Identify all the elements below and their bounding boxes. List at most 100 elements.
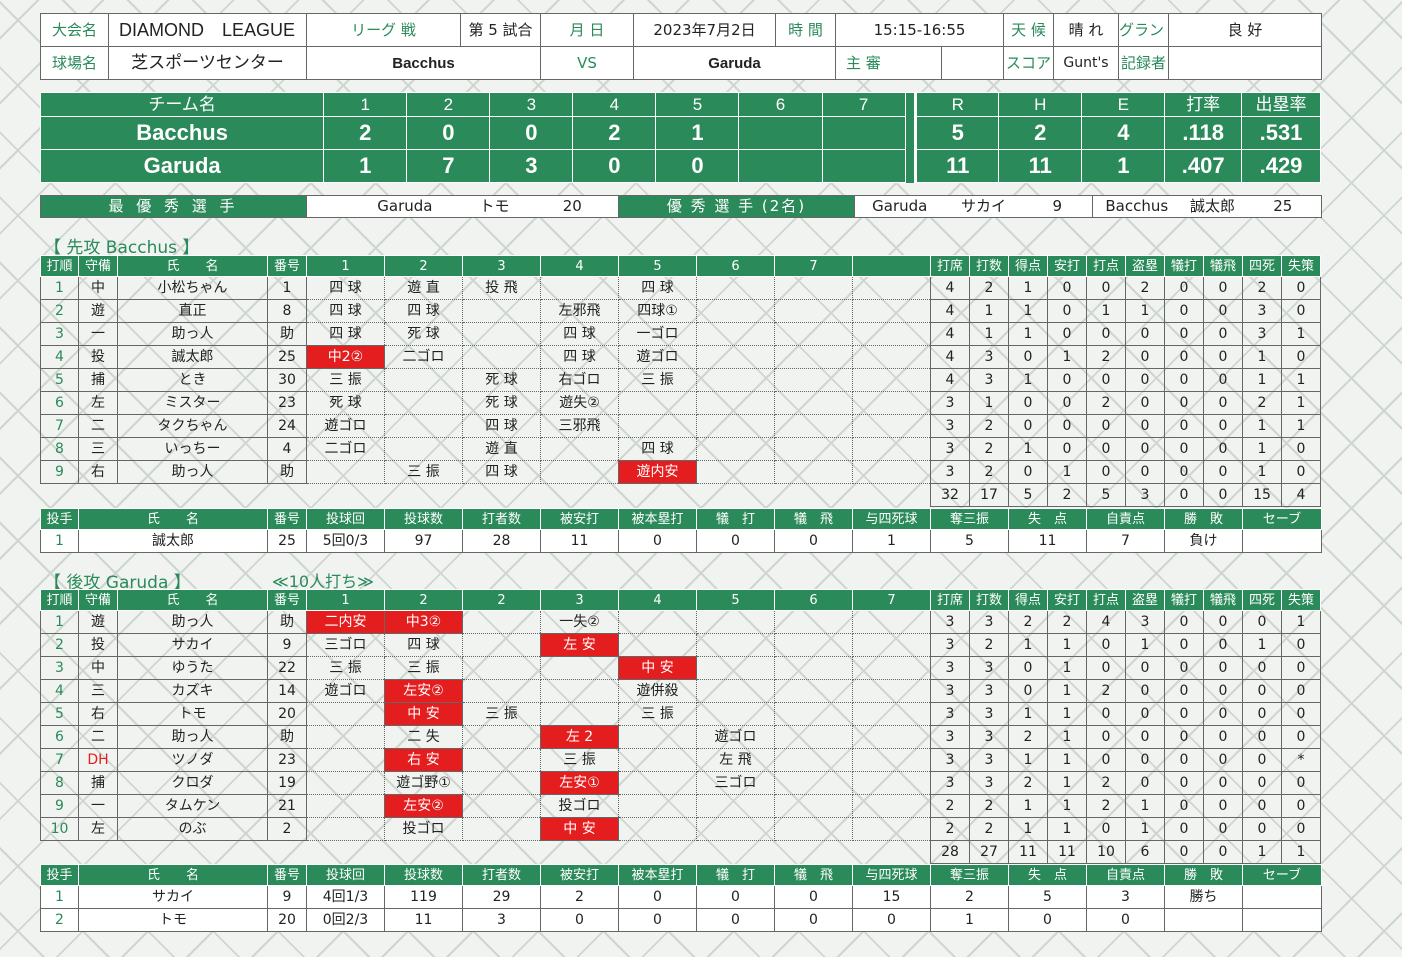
pitching-stat (1242, 529, 1322, 553)
best-player-label: 最 優 秀 選 手 (40, 195, 307, 218)
at-bat-result (540, 702, 619, 726)
pitching-stat: 4回1/3 (306, 885, 385, 909)
batting-stat: 2 (1242, 276, 1282, 300)
at-bat-result (462, 794, 541, 818)
batting-row: 6 二助っ人助二 失左 2 遊ゴロ 3 3 2 1 0 0 0 0 0 0 (40, 725, 1321, 749)
recorder-label: 記録者 (1118, 46, 1169, 80)
scoreboard-cell (904, 116, 917, 150)
at-bat-result (774, 299, 853, 323)
batting-stat: 0 (1047, 391, 1087, 415)
at-bat-result (774, 725, 853, 749)
scoreboard-cell: 0 (489, 116, 574, 150)
scoreboard-cell: 0 (655, 149, 740, 183)
batting-order: 2 (40, 633, 79, 657)
at-bat-result: 遊ゴロ (696, 725, 775, 749)
scoreboard-cell: 4 (1081, 116, 1166, 150)
batting-stat: 3 (930, 391, 970, 415)
batting-total: 27 (969, 840, 1009, 864)
player-name: トモ (117, 702, 268, 726)
batting-stat: 0 (1164, 702, 1204, 726)
batting-position: 捕 (78, 368, 118, 392)
batting-position: 右 (78, 460, 118, 484)
scoreboard-cell: 11 (998, 149, 1083, 183)
batting-position: 右 (78, 702, 118, 726)
good-player-label: 優 秀 選 手 (2名) (618, 195, 855, 218)
at-bat-result (774, 656, 853, 680)
batting-stat: 0 (1281, 771, 1321, 795)
bottom-half-note: ≪10人打ち≫ (272, 572, 374, 591)
pitching-stat: 3 (462, 908, 541, 932)
batting-header-cell: 打席 (930, 255, 970, 277)
venue-label: 球場名 (40, 46, 109, 80)
pitching-stat: 97 (384, 529, 463, 553)
batting-stat: 0 (1281, 817, 1321, 841)
scoreboard-header-cell: 3 (489, 92, 574, 117)
pitching-stat: 29 (462, 885, 541, 909)
mvp-table: 最 優 秀 選 手 Garuda トモ 20 優 秀 選 手 (2名) Garu… (40, 195, 1322, 218)
at-bat-result (696, 437, 775, 461)
at-bat-result: 死 球 (384, 322, 463, 346)
batting-stat: 0 (1008, 460, 1048, 484)
batting-stat: 0 (1125, 322, 1165, 346)
batting-stat: 2 (1008, 610, 1048, 634)
batting-header-cell: 2 (462, 589, 541, 611)
batting-stat: 0 (1203, 771, 1243, 795)
at-bat-result (384, 391, 463, 415)
batting-stat: 0 (1281, 725, 1321, 749)
pitching-header-cell: 氏 名 (78, 864, 268, 886)
at-bat-result (774, 276, 853, 300)
pitching-stat: 7 (1086, 529, 1165, 553)
player-number: 9 (267, 633, 307, 657)
batting-stat: 0 (1281, 679, 1321, 703)
scoreboard-cell: 1 (655, 116, 740, 150)
batting-stat: 1 (1242, 414, 1282, 438)
at-bat-result: 左安② (384, 794, 463, 818)
pitching-header-row: 投手氏 名番号 投球回 投球数 打者数 被安打 被本塁打犠 打犠 飛与四死球 奪三振失 点自… (40, 508, 1322, 530)
batting-stat: 0 (1164, 414, 1204, 438)
batting-stat: 0 (1203, 345, 1243, 369)
batting-header-cell: 7 (774, 255, 853, 277)
game-time: 15:15-16:55 (835, 13, 1004, 47)
batting-stat: 1 (1008, 702, 1048, 726)
umpire-label: 主 審 (835, 46, 942, 80)
scoreboard-cell: 2 (572, 116, 657, 150)
pitching-row: 2 トモ 20 0回2/3 11 3 0 0 0 0 0 1 0 0 (40, 908, 1322, 932)
batting-stat: 0 (1203, 748, 1243, 772)
at-bat-result (306, 794, 385, 818)
batting-stat: * (1281, 748, 1321, 772)
batting-stat: 0 (1281, 345, 1321, 369)
at-bat-result (852, 391, 931, 415)
at-bat-result (852, 771, 931, 795)
batting-stat: 0 (1242, 748, 1282, 772)
pitching-stat: 0 (696, 885, 775, 909)
game-date: 2023年7月2日 (633, 13, 776, 47)
batting-stat: 3 (930, 656, 970, 680)
at-bat-result (462, 610, 541, 634)
at-bat-result: 左邪飛 (540, 299, 619, 323)
batting-stat: 1 (1008, 322, 1048, 346)
batting-position: 遊 (78, 610, 118, 634)
batting-stat: 0 (1203, 368, 1243, 392)
player-name: クロダ (117, 771, 268, 795)
batting-position: 中 (78, 276, 118, 300)
player-number: 23 (267, 391, 307, 415)
batting-header-cell: 4 (618, 589, 697, 611)
scoreboard-cell (738, 149, 823, 183)
batting-total: 0 (1203, 840, 1243, 864)
at-bat-result (852, 633, 931, 657)
pitching-stat: 3 (1086, 885, 1165, 909)
at-bat-result: 左安① (540, 771, 619, 795)
batting-stat: 1 (1125, 633, 1165, 657)
at-bat-result: 三 振 (618, 702, 697, 726)
batting-stat: 0 (1203, 656, 1243, 680)
pitching-stat (1242, 908, 1322, 932)
batting-stat: 0 (1047, 322, 1087, 346)
batting-order: 6 (40, 725, 79, 749)
batting-row: 6 左ミスター 23 死 球死 球遊失② 3 1 0 0 2 0 0 0 2 1 (40, 391, 1321, 415)
at-bat-result (852, 725, 931, 749)
pitching-stat: 11 (1008, 529, 1087, 553)
batting-stat: 0 (1203, 633, 1243, 657)
pitcher-name: トモ (78, 908, 268, 932)
batting-header-cell: 打数 (969, 589, 1009, 611)
batting-stat: 3 (969, 368, 1009, 392)
